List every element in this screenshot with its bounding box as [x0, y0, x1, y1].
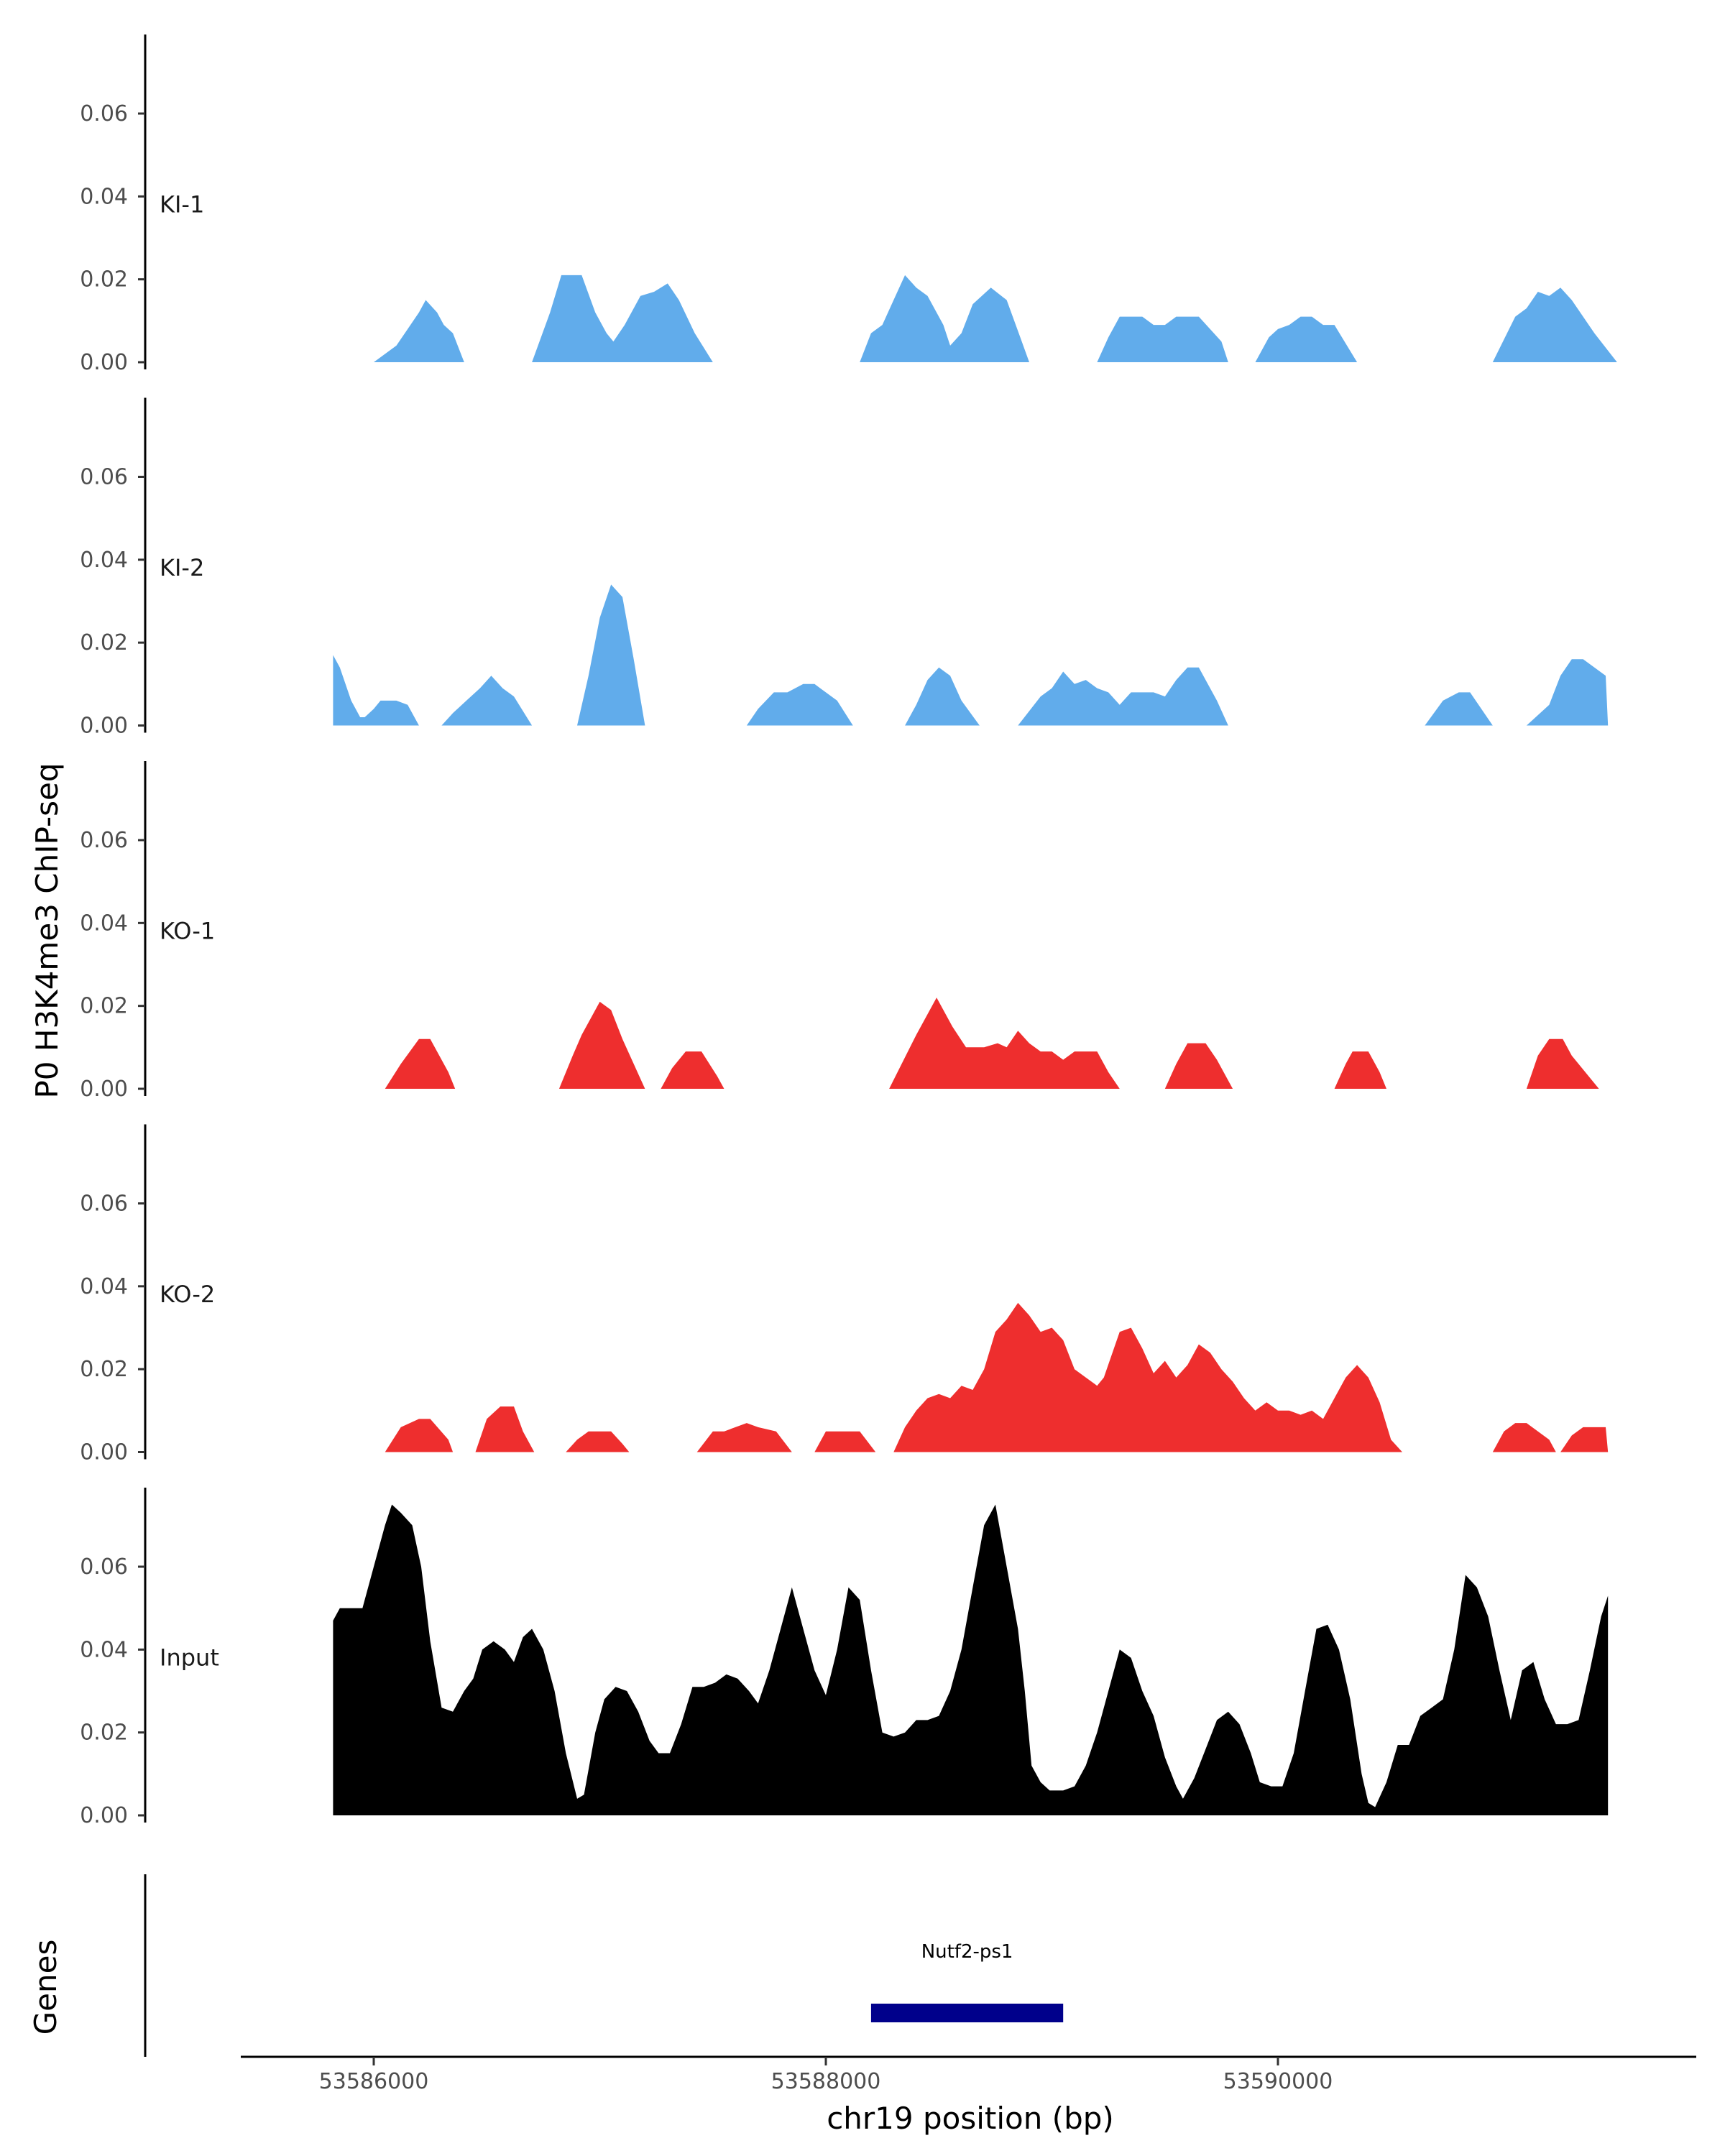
track-ki-2-signal-area — [333, 584, 1609, 726]
track-label: KI-1 — [160, 190, 204, 218]
track-label: Input — [160, 1644, 219, 1671]
track-ko-1: 0.00 0.02 0.04 0.06 KO-1 — [80, 761, 1599, 1102]
track-ki-1: 0.00 0.02 0.04 0.06 KI-1 — [80, 34, 1617, 375]
x-axis: chr19 position (bp) 53586000 53588000 5359… — [241, 2055, 1696, 2136]
y-tick-label: 0.06 — [80, 101, 128, 126]
y-axis-title: P0 H3K4me3 ChIP-seq — [29, 763, 65, 1098]
y-tick-label: 0.06 — [80, 1192, 128, 1217]
gene-panel-title: Genes — [28, 1940, 63, 2035]
track-label: KO-1 — [160, 917, 215, 944]
y-tick-label: 0.02 — [80, 267, 128, 292]
y-tick-label: 0.00 — [80, 1440, 128, 1465]
y-tick-label: 0.04 — [80, 184, 128, 209]
gene-label: Nutf2-ps1 — [921, 1941, 1013, 1963]
x-tick-label: 53586000 — [319, 2069, 429, 2094]
x-tick-label: 53588000 — [771, 2069, 881, 2094]
gene-panel: Genes Nutf2-ps1 — [28, 1874, 1064, 2057]
y-tick-label: 0.06 — [80, 828, 128, 853]
track-ko-2-signal-area — [385, 1302, 1609, 1452]
track-ki-1-signal-area — [374, 275, 1617, 362]
track-input: 0.00 0.02 0.04 0.06 Input — [80, 1488, 1609, 1828]
y-tick-label: 0.02 — [80, 1357, 128, 1382]
track-label: KI-2 — [160, 554, 204, 581]
y-tick-label: 0.00 — [80, 1077, 128, 1102]
track-label: KO-2 — [160, 1281, 215, 1308]
track-ki-2: 0.00 0.02 0.04 0.06 KI-2 — [80, 397, 1609, 739]
y-tick-label: 0.04 — [80, 1637, 128, 1662]
track-ko-2: 0.00 0.02 0.04 0.06 KO-2 — [80, 1124, 1609, 1465]
y-tick-label: 0.00 — [80, 350, 128, 375]
y-tick-label: 0.02 — [80, 630, 128, 655]
tracks-layer: 0.00 0.02 0.04 0.06 KI-1 0.00 0.02 0.04 0.06 KI-2… — [80, 34, 1617, 1828]
track-input-signal-area — [333, 1504, 1609, 1815]
track-ko-1-signal-area — [385, 998, 1599, 1089]
y-tick-label: 0.00 — [80, 1803, 128, 1828]
x-tick-label: 53590000 — [1223, 2069, 1333, 2094]
y-tick-label: 0.04 — [80, 911, 128, 936]
y-tick-label: 0.02 — [80, 1720, 128, 1746]
y-tick-label: 0.00 — [80, 714, 128, 739]
gene-body — [870, 2004, 1064, 2022]
y-tick-label: 0.02 — [80, 994, 128, 1019]
y-tick-label: 0.04 — [80, 1274, 128, 1299]
y-tick-label: 0.06 — [80, 465, 128, 490]
y-tick-label: 0.04 — [80, 548, 128, 573]
x-axis-title: chr19 position (bp) — [827, 2101, 1114, 2136]
y-tick-label: 0.06 — [80, 1554, 128, 1580]
